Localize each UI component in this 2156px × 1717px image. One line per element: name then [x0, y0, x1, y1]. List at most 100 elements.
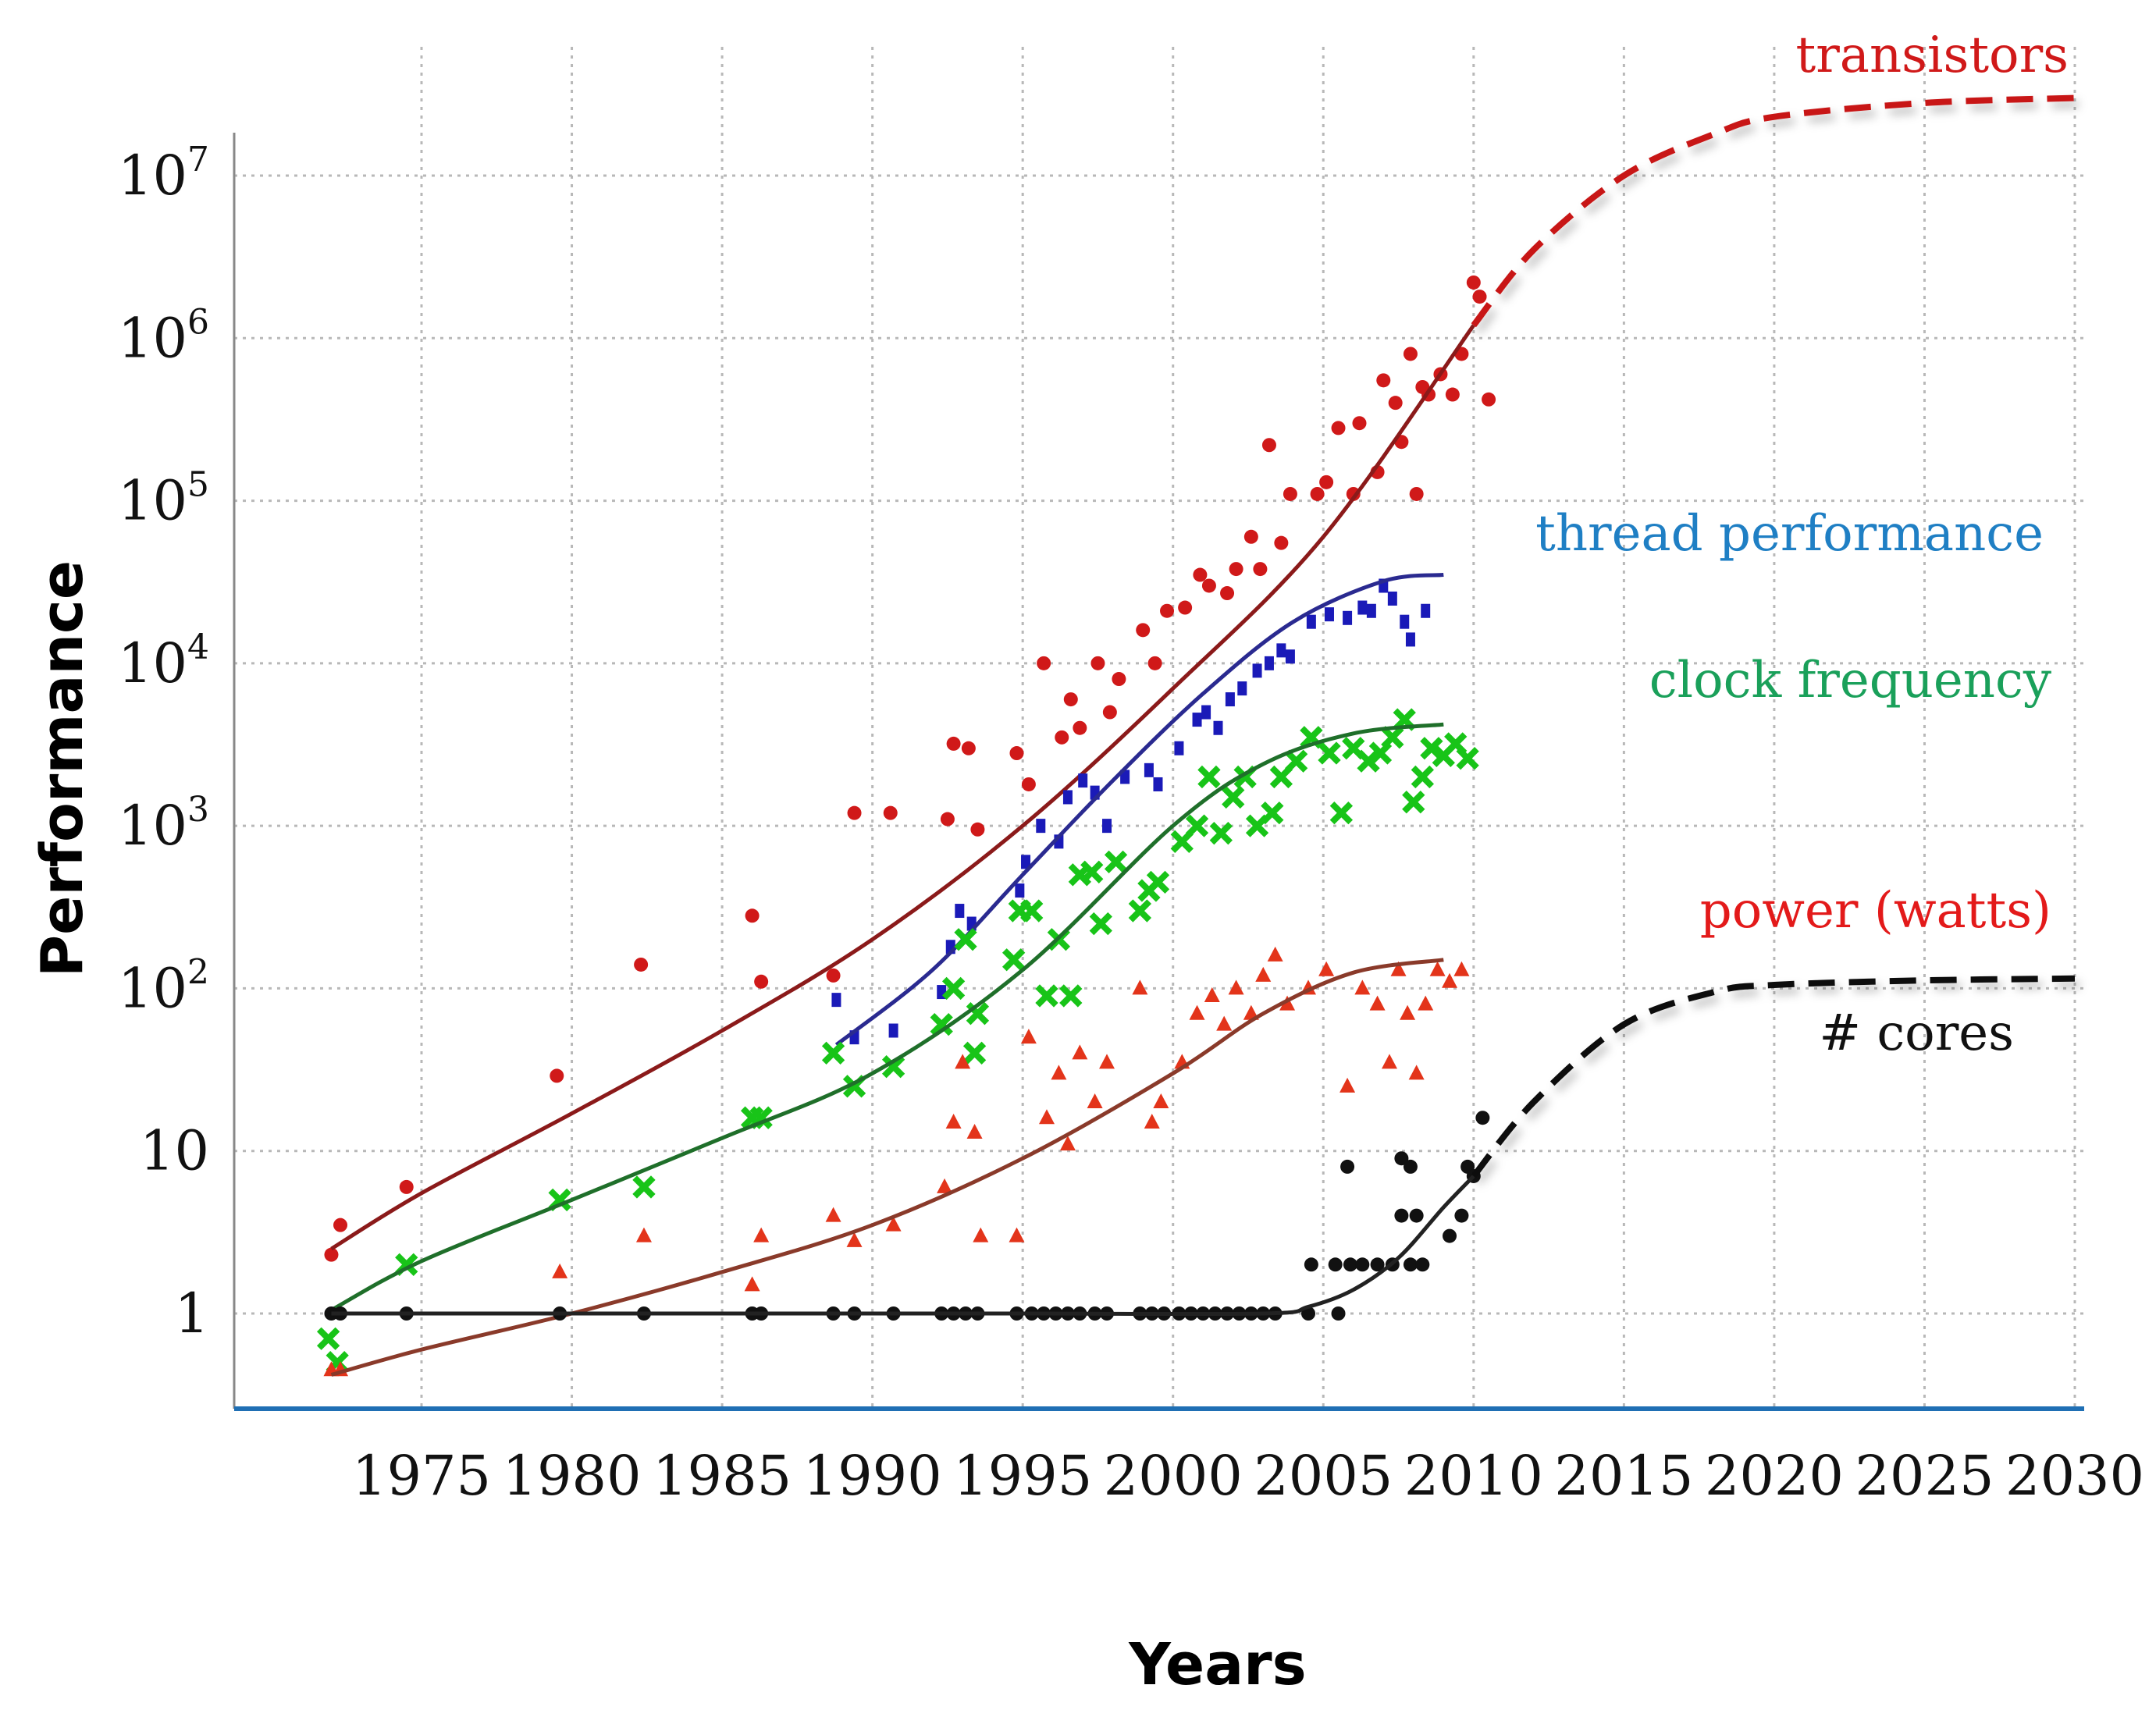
clock-frequency-point: [962, 1041, 987, 1065]
thread-performance-point: [1357, 600, 1368, 615]
thread-performance-point: [1062, 790, 1073, 805]
x-tick-label: 2015: [1554, 1444, 1693, 1508]
power-point: [885, 1216, 902, 1232]
transistors-point: [1472, 290, 1487, 304]
transistors-point: [847, 805, 862, 820]
transistors-point: [324, 1247, 339, 1262]
transistors-point: [550, 1068, 564, 1083]
y-tick-label: 107: [118, 140, 209, 208]
thread-performance-point: [1276, 643, 1286, 658]
thread-performance-point: [1192, 713, 1202, 727]
thread-performance-point: [1015, 883, 1025, 898]
cores-point: [1370, 1257, 1385, 1272]
transistors-trend-line: [330, 324, 1475, 1251]
thread-performance-point: [1213, 720, 1223, 735]
x-tick-label: 1990: [803, 1444, 942, 1508]
power-point: [1390, 961, 1407, 976]
x-axis-title: Years: [1128, 1631, 1306, 1698]
thread-performance-point: [1144, 763, 1154, 777]
power-point: [1453, 961, 1470, 976]
thread-performance-point: [1225, 692, 1235, 707]
series-cores: [324, 975, 2076, 1321]
clock-frequency-point: [1411, 765, 1435, 789]
transistors-point: [1229, 562, 1243, 577]
power-point: [1087, 1093, 1103, 1109]
clock-frequency-point: [1002, 948, 1026, 972]
power-point: [1318, 961, 1335, 976]
grid: [234, 47, 2084, 1409]
power-point: [955, 1054, 971, 1069]
clock-frequency-point: [1342, 737, 1365, 760]
transistors-point: [1319, 475, 1334, 489]
clock-frequency-point: [1059, 984, 1083, 1008]
y-tick-label: 106: [118, 302, 209, 370]
x-tick-label: 2020: [1705, 1444, 1844, 1508]
clock-frequency-point: [1420, 737, 1443, 760]
power-point: [1059, 1136, 1076, 1151]
cores-point: [1304, 1257, 1318, 1272]
thread-performance-point: [1174, 741, 1184, 755]
cores-point: [1454, 1208, 1469, 1223]
cores-point: [1343, 1257, 1357, 1272]
power-point: [1009, 1227, 1025, 1242]
power-point: [1228, 979, 1244, 995]
thread-performance-point: [1306, 614, 1316, 629]
clock-frequency-point: [316, 1327, 340, 1350]
power-label: power (watts): [1700, 882, 2051, 940]
clock-frequency-label: clock frequency: [1649, 652, 2051, 709]
transistors-point: [1193, 567, 1208, 582]
x-tick-label: 2005: [1254, 1444, 1393, 1508]
power-point: [1354, 979, 1371, 995]
clock-frequency-point: [1020, 899, 1044, 922]
power-point: [966, 1123, 983, 1139]
clock-frequency-point: [1222, 785, 1245, 809]
transistors-point: [1243, 529, 1258, 544]
thread-performance-point: [1078, 773, 1088, 788]
transistors-point: [1073, 720, 1087, 735]
cores-point: [1331, 1306, 1346, 1321]
power-point: [552, 1263, 568, 1278]
clock-frequency-point: [632, 1175, 656, 1199]
thread-performance-point: [1264, 656, 1274, 670]
clock-frequency-point: [1104, 850, 1128, 874]
transistors-point: [1136, 623, 1151, 638]
x-tick-label: 1975: [352, 1444, 491, 1508]
transistors-projection-line: [1471, 94, 2076, 328]
cores-point: [1409, 1208, 1424, 1223]
power-trend-line: [330, 958, 1444, 1377]
transistors-point: [1220, 586, 1235, 601]
clock-frequency-point: [1146, 870, 1170, 894]
power-point: [1038, 1109, 1055, 1125]
transistors-point: [745, 908, 760, 923]
thread-performance-point: [1252, 663, 1262, 678]
power-point: [1132, 979, 1148, 995]
power-point: [1400, 1004, 1416, 1020]
transistors-point: [1409, 486, 1424, 501]
y-tick-label: 105: [118, 465, 209, 533]
thread-performance-point: [1285, 649, 1295, 664]
transistors-point: [1147, 656, 1162, 670]
series-transistors: [324, 94, 2076, 1262]
power-point: [1072, 1044, 1088, 1060]
transistors-point: [961, 741, 976, 755]
series-clock-frequency: [316, 708, 2075, 1374]
transistors-point: [1261, 438, 1276, 453]
x-tick-label: 2030: [2005, 1444, 2144, 1508]
transistors-point: [1090, 656, 1105, 670]
power-point: [1381, 1054, 1397, 1069]
x-tick-label: 1985: [653, 1444, 792, 1508]
clock-frequency-point: [1284, 749, 1308, 773]
cores-point: [1475, 1111, 1490, 1125]
x-tick-label: 2025: [1855, 1444, 1994, 1508]
y-tick-label: 104: [118, 627, 209, 695]
clock-frequency-point: [1393, 708, 1416, 731]
thread-performance-point: [1021, 855, 1031, 869]
x-tick-label: 1995: [953, 1444, 1092, 1508]
clock-frequency-point: [954, 928, 977, 951]
cores-point: [1394, 1151, 1409, 1166]
transistors-point: [1009, 746, 1024, 761]
cores-point: [1328, 1257, 1343, 1272]
thread-performance-point: [1237, 681, 1247, 696]
transistors-point: [754, 974, 769, 989]
